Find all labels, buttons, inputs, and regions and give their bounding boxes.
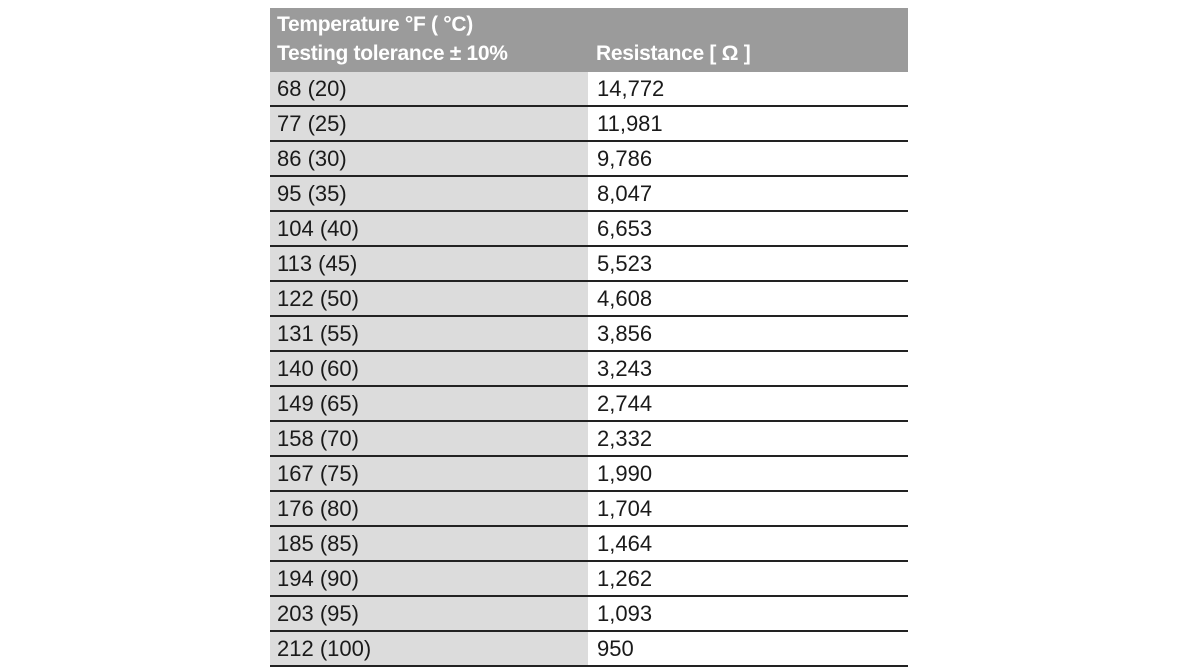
header-row: Temperature °F ( °C) Testing tolerance ±… — [270, 8, 908, 72]
resistance-cell: 8,047 — [588, 176, 908, 212]
table-row: 68 (20) 14,772 — [270, 72, 908, 107]
table-row: 167 (75) 1,990 — [270, 456, 908, 492]
resistance-cell: 5,523 — [588, 246, 908, 282]
resistance-column-header: Resistance [ Ω ] — [589, 8, 908, 72]
table-row: 77 (25) 11,981 — [270, 106, 908, 142]
temperature-cell: 167 (75) — [270, 456, 590, 492]
table-row: 176 (80) 1,704 — [270, 491, 908, 527]
temperature-cell: 158 (70) — [270, 421, 590, 457]
resistance-header-label: Resistance [ Ω ] — [596, 42, 751, 65]
resistance-cell: 1,990 — [588, 456, 908, 492]
temperature-cell: 212 (100) — [270, 631, 590, 667]
resistance-cell: 11,981 — [588, 106, 908, 142]
temperature-cell: 203 (95) — [270, 596, 590, 632]
resistance-cell: 950 — [588, 631, 908, 667]
resistance-cell: 14,772 — [588, 72, 908, 107]
table-row: 149 (65) 2,744 — [270, 386, 908, 422]
table-row: 113 (45) 5,523 — [270, 246, 908, 282]
table-row: 131 (55) 3,856 — [270, 316, 908, 352]
temperature-cell: 140 (60) — [270, 351, 590, 387]
table-row: 203 (95) 1,093 — [270, 596, 908, 632]
table-row: 95 (35) 8,047 — [270, 176, 908, 212]
temperature-cell: 194 (90) — [270, 561, 590, 597]
temperature-cell: 104 (40) — [270, 211, 590, 247]
temperature-cell: 77 (25) — [270, 106, 590, 142]
resistance-cell: 1,464 — [588, 526, 908, 562]
table-row: 104 (40) 6,653 — [270, 211, 908, 247]
resistance-cell: 1,093 — [588, 596, 908, 632]
table-header: Temperature °F ( °C) Testing tolerance ±… — [270, 8, 908, 72]
temperature-cell: 131 (55) — [270, 316, 590, 352]
temperature-column-header: Temperature °F ( °C) Testing tolerance ±… — [270, 8, 589, 72]
resistance-cell: 3,856 — [588, 316, 908, 352]
resistance-table-container: Temperature °F ( °C) Testing tolerance ±… — [270, 8, 908, 667]
table-body: 68 (20) 14,772 77 (25) 11,981 86 (30) 9,786 95… — [270, 72, 908, 667]
table-row: 185 (85) 1,464 — [270, 526, 908, 562]
resistance-cell: 3,243 — [588, 351, 908, 387]
temperature-cell: 122 (50) — [270, 281, 590, 317]
resistance-cell: 1,704 — [588, 491, 908, 527]
table-row: 212 (100) 950 — [270, 631, 908, 667]
temperature-cell: 176 (80) — [270, 491, 590, 527]
resistance-cell: 9,786 — [588, 141, 908, 177]
temperature-cell: 185 (85) — [270, 526, 590, 562]
temperature-cell: 95 (35) — [270, 176, 590, 212]
resistance-cell: 2,744 — [588, 386, 908, 422]
temperature-cell: 86 (30) — [270, 141, 590, 177]
temperature-cell: 149 (65) — [270, 386, 590, 422]
table-row: 86 (30) 9,786 — [270, 141, 908, 177]
resistance-cell: 4,608 — [588, 281, 908, 317]
temperature-resistance-table: Temperature °F ( °C) Testing tolerance ±… — [270, 8, 908, 667]
table-row: 158 (70) 2,332 — [270, 421, 908, 457]
tolerance-header-line2: Testing tolerance ± 10% — [277, 42, 508, 65]
table-row: 140 (60) 3,243 — [270, 351, 908, 387]
resistance-cell: 2,332 — [588, 421, 908, 457]
table-row: 122 (50) 4,608 — [270, 281, 908, 317]
resistance-cell: 1,262 — [588, 561, 908, 597]
resistance-cell: 6,653 — [588, 211, 908, 247]
temperature-cell: 68 (20) — [270, 72, 590, 107]
table-row: 194 (90) 1,262 — [270, 561, 908, 597]
temperature-cell: 113 (45) — [270, 246, 590, 282]
temperature-header-line1: Temperature °F ( °C) — [277, 13, 473, 36]
